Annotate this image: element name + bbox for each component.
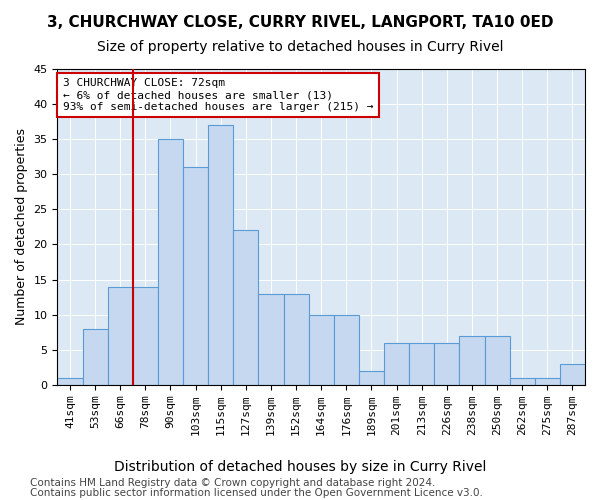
Bar [284,294,308,385]
Bar [158,139,183,385]
Bar [509,378,535,385]
Bar [384,342,409,385]
Bar [233,230,259,385]
Bar [485,336,509,385]
Bar [460,336,485,385]
Text: Contains HM Land Registry data © Crown copyright and database right 2024.: Contains HM Land Registry data © Crown c… [30,478,436,488]
Bar [183,167,208,385]
Text: Distribution of detached houses by size in Curry Rivel: Distribution of detached houses by size … [114,460,486,474]
Bar [308,314,334,385]
Text: Contains public sector information licensed under the Open Government Licence v3: Contains public sector information licen… [30,488,483,498]
Bar [107,286,133,385]
Bar [83,328,107,385]
Bar [58,378,83,385]
Text: Size of property relative to detached houses in Curry Rivel: Size of property relative to detached ho… [97,40,503,54]
Bar [208,125,233,385]
Bar [133,286,158,385]
Bar [434,342,460,385]
Bar [560,364,585,385]
Bar [334,314,359,385]
Text: 3 CHURCHWAY CLOSE: 72sqm
← 6% of detached houses are smaller (13)
93% of semi-de: 3 CHURCHWAY CLOSE: 72sqm ← 6% of detache… [62,78,373,112]
Bar [259,294,284,385]
Text: 3, CHURCHWAY CLOSE, CURRY RIVEL, LANGPORT, TA10 0ED: 3, CHURCHWAY CLOSE, CURRY RIVEL, LANGPOR… [47,15,553,30]
Y-axis label: Number of detached properties: Number of detached properties [15,128,28,326]
Bar [359,370,384,385]
Bar [409,342,434,385]
Bar [535,378,560,385]
